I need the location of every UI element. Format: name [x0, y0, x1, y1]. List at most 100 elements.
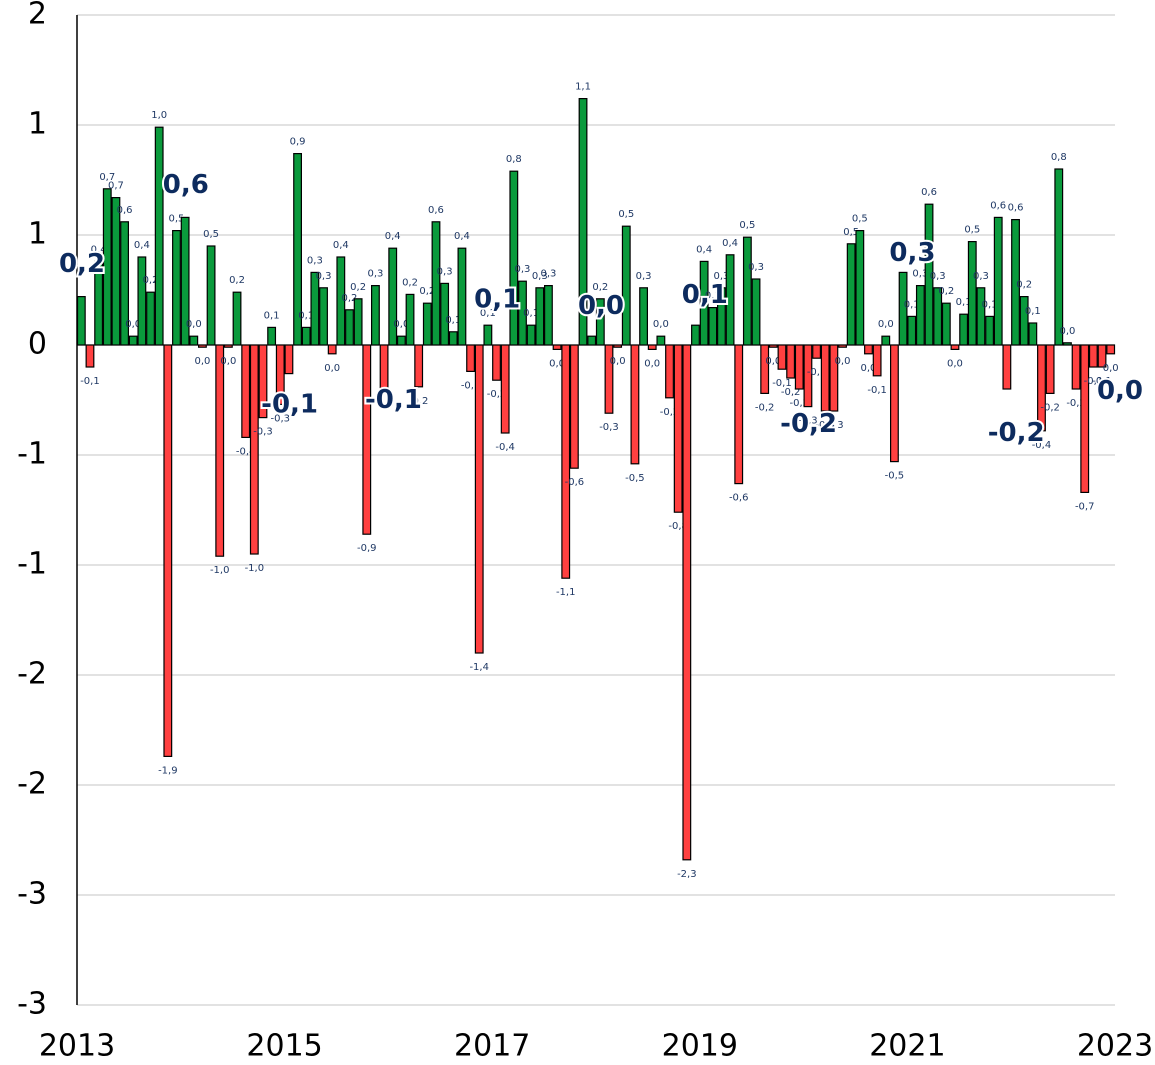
bar [94, 260, 104, 346]
value-label: -2,3 [677, 869, 697, 880]
bar [613, 344, 623, 348]
bar [751, 278, 761, 346]
bar [1011, 219, 1020, 346]
value-label: 0,1 [264, 310, 280, 321]
bar [371, 285, 380, 346]
value-label: 0,0 [835, 356, 851, 367]
value-label: -0,2 [781, 387, 801, 398]
bar [215, 344, 225, 557]
x-tick-label: 2019 [662, 1029, 738, 1064]
y-tick-label: -2 [17, 657, 47, 692]
bar [950, 344, 960, 351]
value-label: -0,2 [409, 396, 429, 407]
bar [569, 344, 579, 469]
value-label: 0,0 [1103, 363, 1119, 374]
bar [518, 280, 527, 346]
value-label: 0,3 [367, 269, 383, 280]
value-label: -0,8 [668, 521, 688, 532]
bar [552, 344, 562, 351]
value-label: 0,7 [108, 181, 124, 192]
value-label: 0,2 [402, 277, 418, 288]
bar [448, 331, 458, 346]
value-label: 0,3 [748, 262, 764, 273]
bar [595, 298, 605, 346]
bar [604, 344, 614, 414]
value-label: -0,1 [807, 367, 827, 378]
value-label: 0,0 [393, 319, 409, 330]
bar [1071, 344, 1081, 390]
value-label: 0,0 [610, 356, 626, 367]
bar [786, 344, 796, 379]
annual-label: 0,3 [889, 238, 935, 268]
bar [898, 271, 908, 346]
x-tick-label: 2013 [39, 1029, 115, 1064]
bar [137, 256, 147, 346]
x-tick-label: 2015 [246, 1029, 322, 1064]
value-label: 0,3 [307, 255, 323, 266]
y-tick-label: -1 [17, 437, 47, 472]
value-label: 0,2 [592, 282, 608, 293]
value-label: 0,1 [480, 308, 496, 319]
value-label: 0,4 [333, 240, 349, 251]
value-label: 0,4 [134, 240, 150, 251]
bar [578, 97, 588, 346]
value-label: 0,4 [722, 238, 738, 249]
value-label: 0,0 [324, 363, 340, 374]
annual-label: 0,0 [578, 291, 624, 321]
bar [154, 126, 164, 346]
y-tick-label: 1 [28, 217, 47, 252]
value-label: -1,0 [245, 563, 265, 574]
value-label: -0,6 [565, 477, 585, 488]
bar [509, 170, 519, 346]
value-label: 0,6 [117, 205, 133, 216]
value-label: -0,1 [1092, 376, 1112, 387]
bar [691, 324, 700, 346]
bar [716, 287, 726, 346]
bar [1028, 322, 1038, 346]
value-label: 0,4 [454, 231, 470, 242]
bar [959, 313, 969, 346]
value-label: 0,3 [316, 271, 332, 282]
bar [500, 344, 510, 434]
bar [301, 326, 311, 346]
bar [665, 344, 674, 399]
bar [621, 225, 631, 346]
bar [924, 203, 934, 346]
annual-label: -0,2 [988, 418, 1045, 448]
bar [379, 344, 389, 390]
bar [76, 296, 86, 346]
bar [933, 287, 943, 346]
bar [993, 216, 1003, 346]
value-label: 0,1 [523, 308, 539, 319]
value-label: 0,3 [540, 269, 556, 280]
value-label: 0,0 [194, 356, 210, 367]
bar [673, 344, 683, 513]
value-label: -0,2 [374, 398, 394, 409]
bar [396, 335, 406, 346]
annual-label: -0,2 [780, 409, 837, 439]
bar [682, 344, 692, 861]
bar [327, 344, 337, 355]
value-label: 0,1 [445, 315, 461, 326]
bar [630, 344, 640, 465]
bar [907, 315, 917, 346]
value-label: -0,2 [487, 389, 507, 400]
bar [587, 335, 597, 346]
bar [172, 230, 181, 346]
bar [794, 344, 804, 390]
bar [725, 254, 735, 346]
value-label: 0,1 [982, 299, 998, 310]
value-label: 0,5 [203, 229, 219, 240]
value-label: -0,3 [599, 422, 619, 433]
value-label: 0,8 [1051, 152, 1067, 163]
value-label: 0,0 [1059, 326, 1075, 337]
value-label: -1,0 [210, 565, 230, 576]
value-label: -0,3 [824, 420, 844, 431]
value-label: 0,7 [99, 172, 115, 183]
bar [111, 197, 121, 346]
value-label: 1,0 [151, 110, 167, 121]
bar [967, 241, 977, 346]
bar [1054, 168, 1064, 346]
bar [768, 344, 778, 348]
value-label: -0,4 [236, 446, 256, 457]
